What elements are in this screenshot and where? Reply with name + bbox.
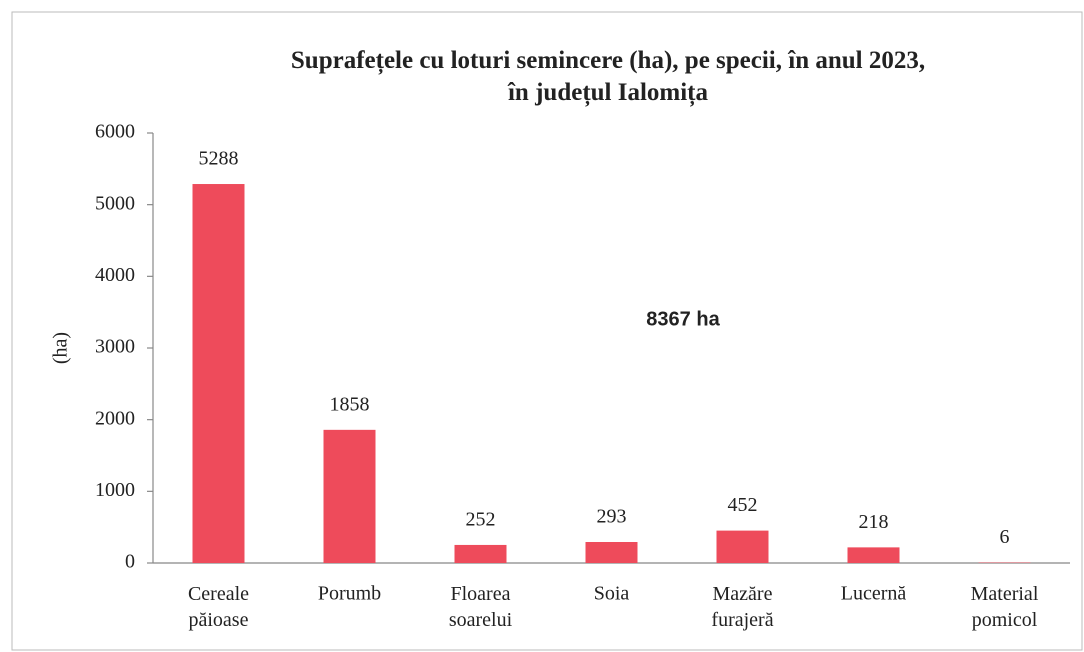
x-tick-label: Cereale păioase	[188, 583, 249, 631]
y-tick-label: 6000	[95, 121, 135, 143]
bar	[454, 544, 507, 563]
y-axis-label: (ha)	[50, 332, 72, 364]
value-label: 5288	[199, 148, 239, 170]
y-tick-label: 0	[125, 551, 135, 573]
x-tick-label: Lucernă	[841, 583, 907, 605]
y-tick-label: 2000	[95, 407, 135, 429]
bar	[323, 429, 376, 563]
bar	[585, 542, 638, 563]
chart-title: Suprafețele cu loturi semincere (ha), pe…	[291, 47, 925, 107]
bar	[716, 530, 769, 563]
bar	[847, 547, 900, 563]
value-label: 293	[597, 506, 627, 528]
bar	[192, 184, 245, 563]
value-label: 6	[1000, 526, 1010, 548]
x-tick-label: Floarea soarelui	[449, 583, 513, 631]
value-label: 1858	[330, 393, 370, 415]
x-tick-label: Soia	[594, 583, 630, 605]
y-tick-label: 5000	[95, 192, 135, 214]
value-label: 452	[728, 494, 758, 516]
x-tick-label: Porumb	[318, 583, 381, 605]
y-tick-label: 3000	[95, 336, 135, 358]
y-tick-label: 4000	[95, 264, 135, 286]
value-label: 218	[859, 511, 889, 533]
chart-border	[11, 11, 1083, 651]
annotation: 8367 ha	[646, 308, 720, 330]
y-tick-label: 1000	[95, 479, 135, 501]
value-label: 252	[466, 509, 496, 531]
x-tick-label: Material pomicol	[971, 583, 1039, 631]
x-tick-label: Mazăre furajeră	[711, 583, 773, 631]
